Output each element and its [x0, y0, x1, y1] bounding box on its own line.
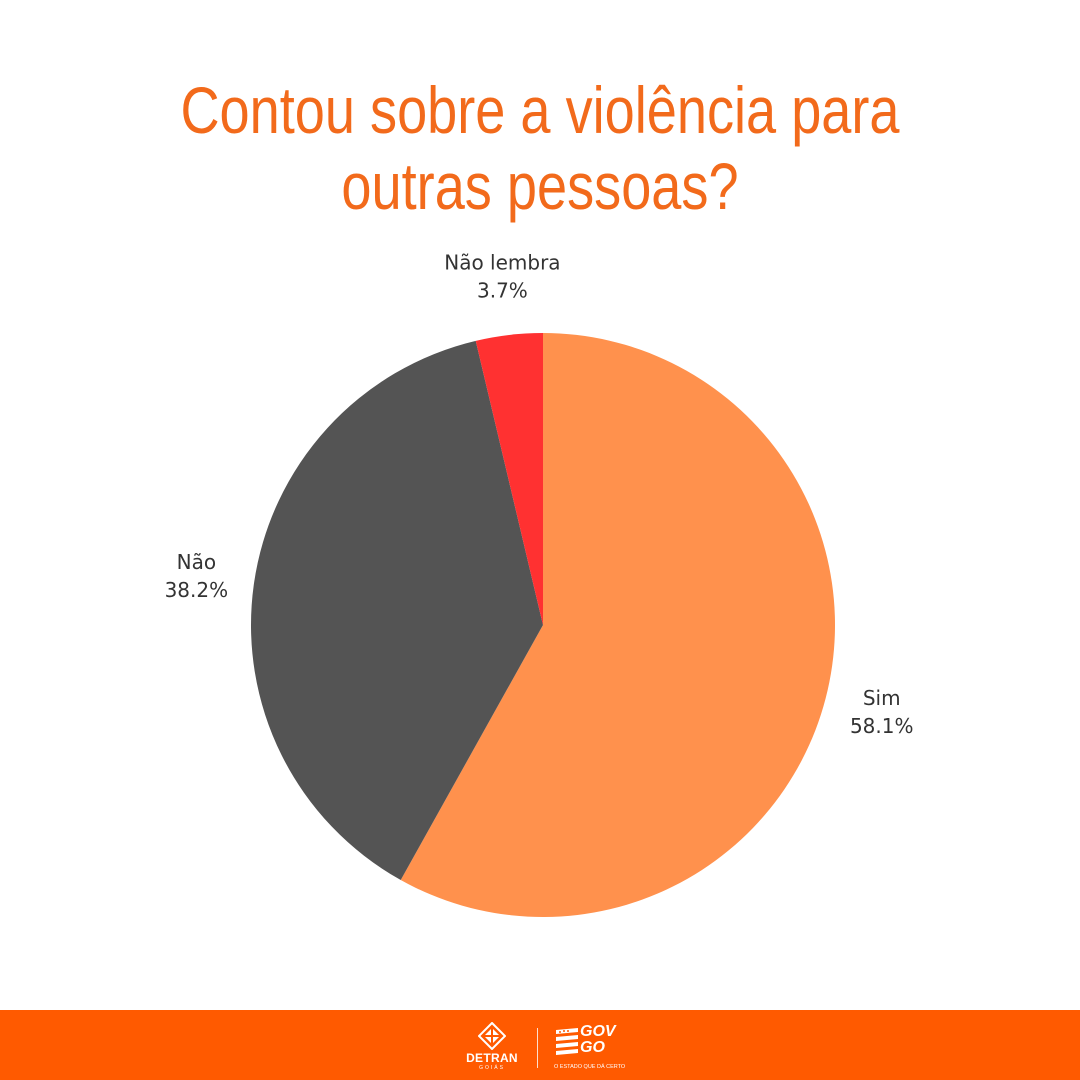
detran-logo: DETRAN GOIÁS	[466, 1022, 518, 1072]
pie-slice-2	[475, 333, 543, 625]
slice-value-1: 38.2%	[165, 578, 229, 602]
pie-slice-0	[400, 333, 835, 917]
gov-wordmark-line-2: GO	[580, 1039, 605, 1056]
chart-title-line-1: Contou sobre a violência para	[180, 73, 900, 147]
slice-label-0: Sim	[863, 686, 901, 710]
goias-flag-icon	[556, 1028, 578, 1055]
chart-title: Contou sobre a violência para outras pes…	[97, 72, 983, 224]
footer-bar: DETRAN GOIÁS GOV GO O ESTADO QUE DÁ CERT…	[0, 1010, 1080, 1080]
slice-label-1: Não	[177, 550, 216, 574]
gov-go-logo: GOV GO O ESTADO QUE DÁ CERTO	[554, 1024, 634, 1076]
detran-emblem-icon	[478, 1022, 506, 1050]
pie-slice-1	[251, 340, 543, 880]
slice-value-2: 3.7%	[477, 278, 528, 302]
footer-divider	[537, 1028, 538, 1068]
chart-title-line-2: outras pessoas?	[341, 149, 739, 223]
detran-state: GOIÁS	[479, 1065, 505, 1071]
gov-wordmark-line-1: GOV	[580, 1023, 616, 1040]
slice-value-0: 58.1%	[850, 714, 914, 738]
gov-tagline: O ESTADO QUE DÁ CERTO	[554, 1064, 626, 1070]
detran-name: DETRAN	[466, 1051, 518, 1065]
gov-go-wordmark: GOV GO	[580, 1024, 630, 1056]
slice-label-2: Não lembra	[444, 250, 560, 274]
pie-chart: Sim 58.1% Não 38.2% Não lembra 3.7%	[165, 250, 914, 917]
